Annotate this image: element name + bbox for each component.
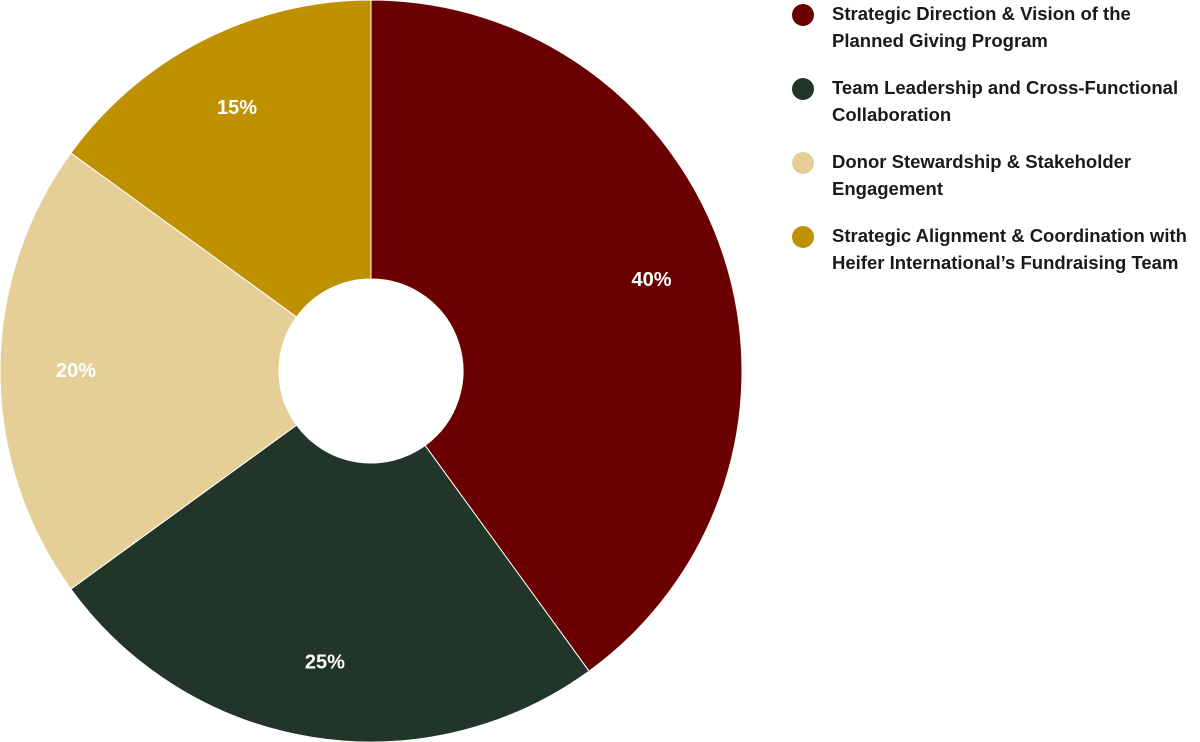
legend-item: Strategic Alignment & Coordination with … [790, 222, 1200, 276]
slice-data-label: 25% [305, 651, 345, 673]
legend-dot [792, 226, 814, 248]
donut-slice [70, 424, 590, 742]
legend-label: Donor Stewardship & Stakeholder Engageme… [832, 151, 1132, 199]
legend-item: Strategic Direction & Vision of the Plan… [790, 0, 1200, 54]
legend-item: Donor Stewardship & Stakeholder Engageme… [790, 148, 1200, 202]
legend-item: Team Leadership and Cross-Functional Col… [790, 74, 1200, 128]
donut-slice [0, 152, 298, 590]
donut-slice [70, 0, 372, 318]
legend: Strategic Direction & Vision of the Plan… [790, 0, 1200, 296]
legend-label: Strategic Direction & Vision of the Plan… [832, 3, 1131, 51]
donut-chart: 40% 25% 20% 15% [0, 0, 743, 742]
legend-dot [792, 4, 814, 26]
legend-label: Strategic Alignment & Coordination with … [832, 225, 1187, 273]
slice-data-label: 20% [56, 360, 96, 382]
slice-data-label: 40% [632, 269, 672, 291]
legend-dot [792, 78, 814, 100]
slice-data-label: 15% [217, 97, 257, 119]
legend-dot [792, 152, 814, 174]
donut-slice [370, 0, 743, 672]
legend-label: Team Leadership and Cross-Functional Col… [832, 77, 1179, 125]
